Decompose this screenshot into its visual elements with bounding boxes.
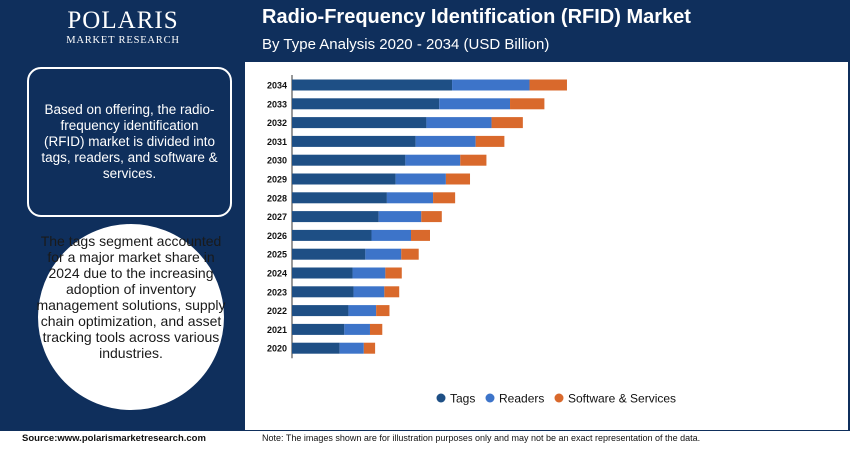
bar-segment-readers-2032	[426, 117, 492, 129]
bar-segment-readers-2027	[378, 211, 422, 223]
bar-segment-software-services-2022	[376, 305, 390, 317]
y-tick-label: 2032	[267, 118, 287, 128]
highlight-circle	[36, 222, 226, 412]
bar-segment-tags-2022	[292, 305, 349, 317]
bar-segment-tags-2027	[292, 211, 379, 223]
bar-segment-readers-2026	[371, 229, 412, 241]
bar-segment-readers-2023	[353, 286, 385, 298]
bar-segment-software-services-2032	[491, 117, 523, 129]
bar-segment-software-services-2027	[421, 211, 442, 223]
bar-segment-readers-2025	[365, 248, 402, 260]
bar-segment-tags-2032	[292, 117, 427, 129]
bar-segment-software-services-2034	[529, 79, 567, 91]
bar-segment-tags-2026	[292, 229, 372, 241]
legend-label-tags: Tags	[450, 392, 475, 406]
y-tick-label: 2031	[267, 137, 287, 147]
bar-segment-software-services-2020	[363, 342, 376, 354]
y-tick-label: 2022	[267, 306, 287, 316]
logo-name: POLARIS	[67, 7, 179, 34]
y-tick-label: 2030	[267, 156, 287, 166]
offering-info-text: Based on offering, the radio-frequency i…	[41, 102, 218, 181]
bar-segment-tags-2023	[292, 286, 354, 298]
y-tick-label: 2026	[267, 231, 287, 241]
legend-label-readers: Readers	[499, 392, 544, 406]
bar-segment-readers-2034	[452, 79, 530, 91]
bar-segment-software-services-2029	[445, 173, 471, 185]
offering-info-box: Based on offering, the radio-frequency i…	[27, 67, 232, 217]
bar-segment-tags-2025	[292, 248, 366, 260]
y-tick-label: 2023	[267, 287, 287, 297]
bar-segment-software-services-2024	[385, 267, 402, 279]
bar-segment-software-services-2021	[369, 323, 383, 335]
bar-segment-software-services-2031	[475, 135, 505, 147]
bar-segment-software-services-2025	[401, 248, 419, 260]
bar-segment-readers-2033	[439, 98, 511, 110]
chart-title: Radio-Frequency Identification (RFID) Ma…	[262, 6, 691, 28]
bar-segment-tags-2034	[292, 79, 453, 91]
y-tick-label: 2025	[267, 250, 287, 260]
chart-subtitle: By Type Analysis 2020 - 2034 (USD Billio…	[262, 36, 550, 53]
y-tick-label: 2021	[267, 325, 287, 335]
bar-segment-readers-2028	[386, 192, 434, 204]
y-tick-label: 2034	[267, 81, 287, 91]
bar-segment-readers-2022	[348, 305, 377, 317]
legend-marker-readers	[485, 393, 495, 403]
bar-segment-tags-2029	[292, 173, 396, 185]
bar-segment-software-services-2033	[510, 98, 545, 110]
polaris-logo: POLARIS MARKET RESEARCH	[48, 7, 198, 47]
bar-segment-tags-2024	[292, 267, 353, 279]
y-tick-label: 2027	[267, 212, 287, 222]
y-tick-label: 2033	[267, 99, 287, 109]
bar-segment-software-services-2026	[411, 229, 430, 241]
y-tick-label: 2028	[267, 193, 287, 203]
bar-segment-readers-2030	[405, 154, 461, 166]
bar-segment-software-services-2023	[384, 286, 400, 298]
bar-segment-tags-2020	[292, 342, 340, 354]
bar-segment-readers-2029	[395, 173, 446, 185]
legend-marker-software-services	[554, 393, 564, 403]
logo-tagline: MARKET RESEARCH	[66, 35, 180, 46]
y-tick-label: 2020	[267, 344, 287, 354]
bar-segment-readers-2031	[415, 135, 476, 147]
legend-label-software-services: Software & Services	[568, 392, 676, 406]
bar-segment-tags-2033	[292, 98, 440, 110]
bar-segment-tags-2030	[292, 154, 406, 166]
stacked-bar-chart: 2034 2033 2032 2031 2030 2029 2028 2027 2026 2025…	[267, 75, 676, 406]
bar-segment-software-services-2028	[433, 192, 456, 204]
bar-segment-tags-2021	[292, 323, 345, 335]
bar-segment-readers-2020	[339, 342, 364, 354]
highlight-text: The tags segment accounted for a major m…	[36, 233, 226, 361]
bar-segment-tags-2031	[292, 135, 416, 147]
disclaimer-note: Note: The images shown are for illustrat…	[262, 433, 701, 443]
y-tick-label: 2024	[267, 269, 287, 279]
legend-marker-tags	[436, 393, 446, 403]
y-tick-label: 2029	[267, 175, 287, 185]
footer-band	[0, 430, 850, 450]
bar-segment-readers-2024	[352, 267, 386, 279]
bar-segment-readers-2021	[344, 323, 370, 335]
source-credit: Source:www.polarismarketresearch.com	[22, 433, 206, 444]
bar-segment-software-services-2030	[460, 154, 487, 166]
bar-segment-tags-2028	[292, 192, 387, 204]
